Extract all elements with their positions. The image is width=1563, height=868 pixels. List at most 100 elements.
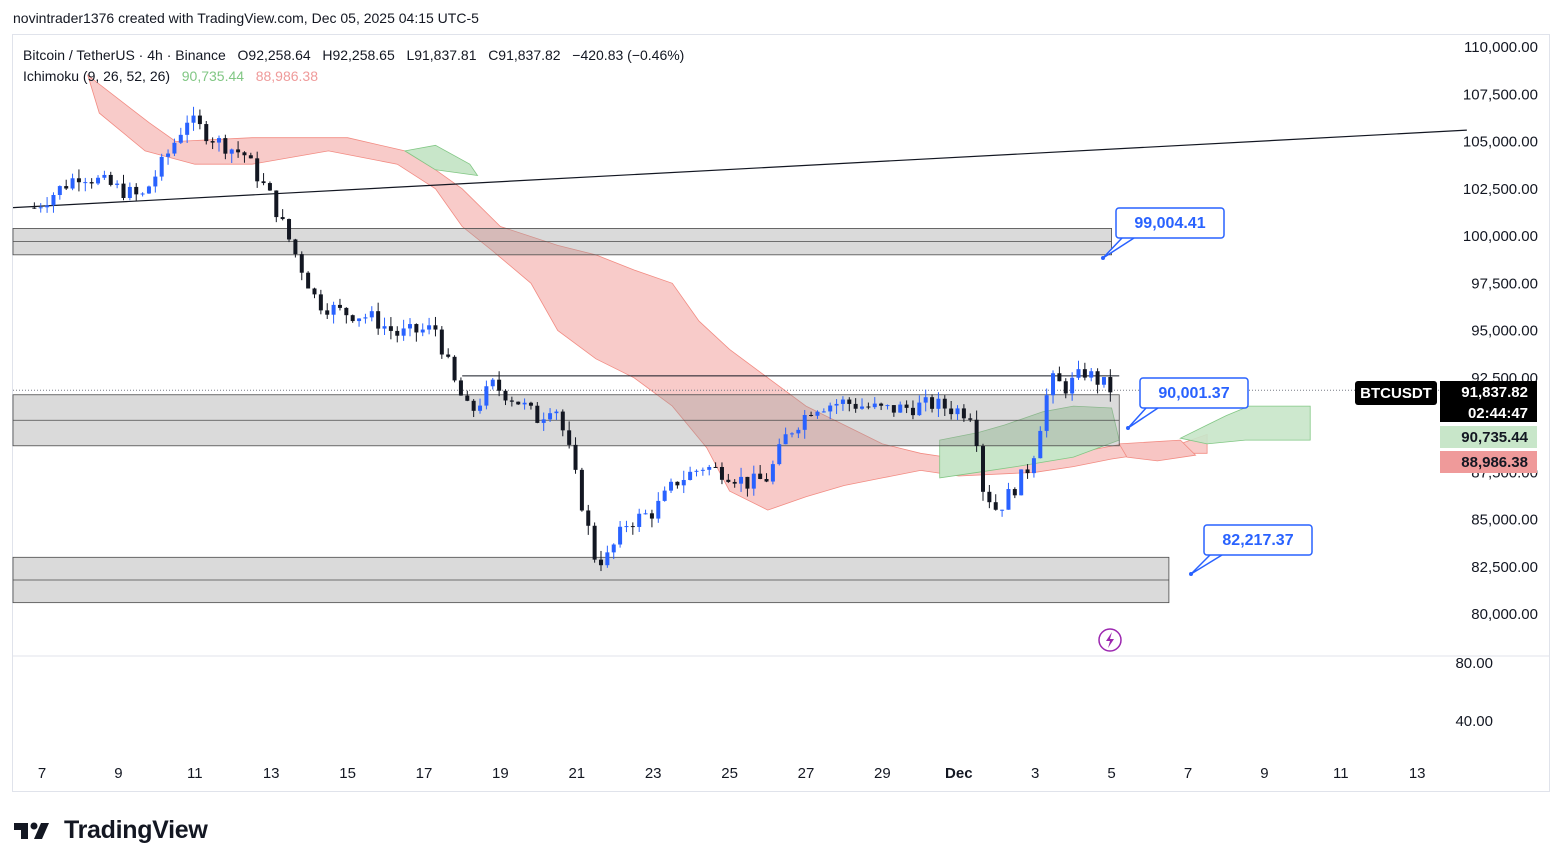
- candle: [458, 377, 463, 396]
- candle-body: [688, 471, 693, 480]
- candle: [828, 402, 833, 420]
- candle: [287, 218, 292, 243]
- candle-body: [930, 397, 935, 409]
- candle: [930, 394, 935, 413]
- candle: [1000, 509, 1005, 517]
- candle-body: [1108, 377, 1113, 393]
- lightning-icon-bolt: [1106, 632, 1114, 648]
- candle-body: [197, 115, 202, 125]
- candle-body: [178, 134, 183, 143]
- candle: [32, 202, 37, 209]
- candle-body: [770, 464, 775, 482]
- candle: [904, 400, 909, 414]
- candle-body: [395, 330, 400, 336]
- symbol-badge: BTCUSDT: [1360, 385, 1432, 402]
- candle: [89, 178, 94, 189]
- indicator-tick-label: 40.00: [1455, 713, 1493, 730]
- candle-body: [917, 402, 922, 416]
- candle-body: [490, 379, 495, 387]
- candle-body: [1089, 371, 1094, 378]
- candle-body: [789, 433, 794, 435]
- indicator-name[interactable]: Ichimoku (9, 26, 52, 26): [23, 68, 171, 84]
- callout-box: [1139, 377, 1249, 409]
- cloud-bearish: [87, 74, 1208, 511]
- countdown-label-bg: [1440, 402, 1537, 422]
- candle-body: [146, 186, 151, 194]
- candle-body: [1031, 458, 1036, 474]
- candle-body: [713, 466, 718, 468]
- candle: [503, 389, 508, 406]
- candle-body: [446, 354, 451, 357]
- candle: [987, 484, 992, 509]
- candle-body: [548, 413, 553, 420]
- candle: [662, 486, 667, 502]
- y-tick-label: 105,000.00: [1463, 134, 1538, 151]
- candle-body: [777, 444, 782, 465]
- candle-body: [980, 446, 985, 492]
- candle: [789, 432, 794, 438]
- candle: [598, 550, 603, 572]
- candle-body: [1038, 430, 1043, 459]
- candle-body: [611, 544, 616, 553]
- candle-body: [879, 403, 884, 406]
- candle: [942, 395, 947, 417]
- candle: [350, 314, 355, 323]
- candle: [261, 173, 266, 186]
- candle: [961, 404, 966, 422]
- x-tick-label: 5: [1107, 765, 1115, 782]
- candle: [229, 148, 234, 164]
- candle: [70, 173, 75, 191]
- candle-body: [726, 479, 731, 482]
- candle: [178, 127, 183, 145]
- candle: [38, 203, 43, 213]
- candle-body: [465, 395, 470, 401]
- candle: [522, 398, 527, 410]
- candle-body: [357, 318, 362, 322]
- candle: [968, 413, 973, 423]
- candle: [688, 466, 693, 481]
- candle-body: [694, 470, 699, 472]
- candle-body: [541, 419, 546, 423]
- candle-body: [204, 124, 209, 142]
- lead-a-value: 90,735.44: [181, 68, 245, 84]
- candle: [860, 398, 865, 410]
- candle-body: [344, 307, 349, 316]
- candle: [159, 153, 164, 181]
- candle: [1012, 487, 1017, 499]
- candle: [917, 395, 922, 416]
- candle-body: [32, 207, 37, 209]
- candle-body: [261, 181, 266, 184]
- candle-body: [45, 205, 50, 208]
- candle-body: [656, 500, 661, 519]
- candle-body: [166, 153, 171, 157]
- target-callout: 90,001.37: [1126, 377, 1249, 430]
- candle: [516, 401, 521, 405]
- x-tick-label: 11: [187, 765, 203, 782]
- candle: [885, 404, 890, 410]
- callout-box: [1203, 524, 1313, 556]
- symbol-name[interactable]: Bitcoin / TetherUS · 4h · Binance: [23, 47, 226, 63]
- candle: [420, 323, 425, 337]
- candle-body: [885, 405, 890, 407]
- candle-body: [115, 183, 120, 185]
- candle: [560, 409, 565, 437]
- tradingview-logo[interactable]: TradingView: [14, 816, 208, 845]
- candle-body: [968, 418, 973, 420]
- candle: [388, 317, 393, 340]
- candle: [242, 151, 247, 163]
- candle: [1082, 362, 1087, 381]
- candle-body: [974, 419, 979, 447]
- candle: [248, 152, 253, 159]
- candle-body: [503, 390, 508, 401]
- candle-body: [872, 403, 877, 408]
- y-tick-label: 85,000.00: [1471, 512, 1538, 529]
- candle: [407, 318, 412, 337]
- candle-body: [64, 186, 69, 189]
- last-price-label: 91,837.82: [1461, 384, 1528, 401]
- x-tick-label: 13: [263, 765, 280, 782]
- x-tick-label: 7: [38, 765, 46, 782]
- candle: [446, 348, 451, 359]
- candle-body: [669, 481, 674, 491]
- candle-body: [955, 408, 960, 415]
